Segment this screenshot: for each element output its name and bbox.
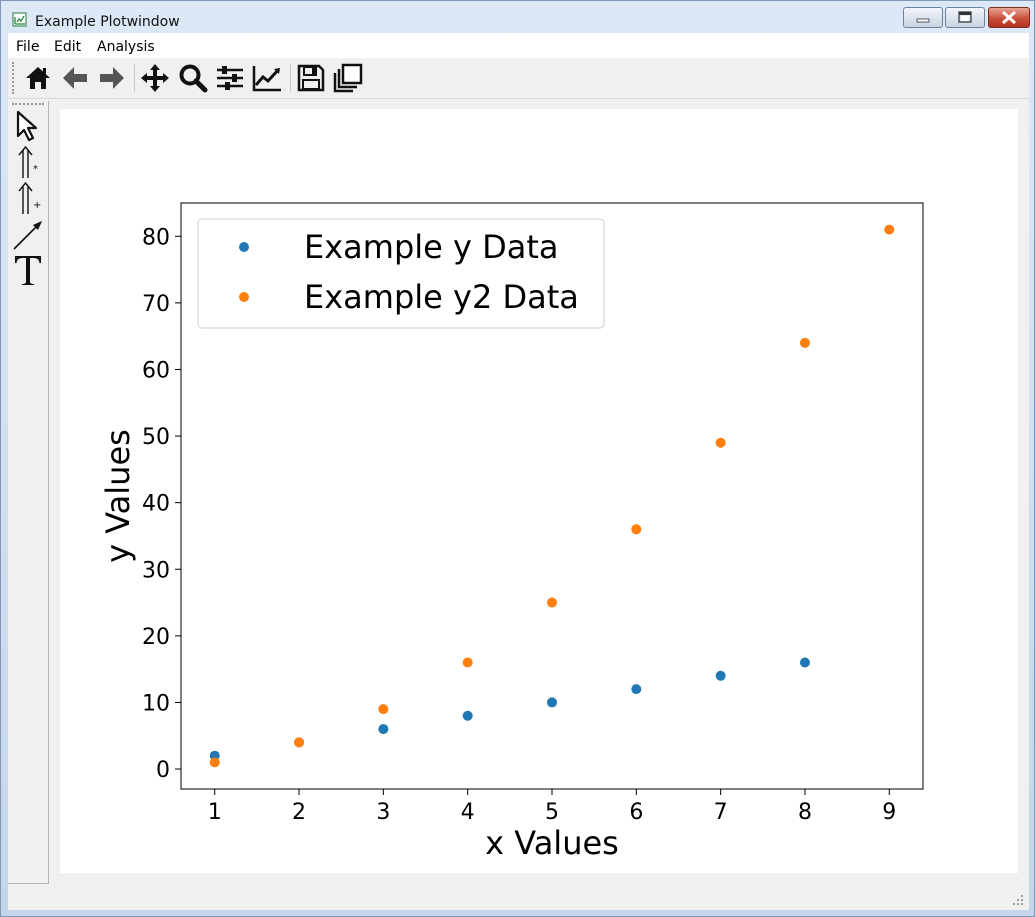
x-tick-label: 9 (882, 800, 896, 825)
title-bar[interactable]: Example Plotwindow (1, 1, 1034, 33)
y-tick-label: 60 (142, 358, 170, 383)
toolbar-grip[interactable] (12, 62, 17, 94)
data-point-series-2 (294, 737, 305, 748)
vertical-line-star-icon: * (18, 145, 38, 178)
y-tick-label: 70 (142, 292, 170, 317)
data-point-series-2 (209, 757, 220, 768)
home-button[interactable] (22, 62, 54, 94)
data-point-series-1 (799, 657, 810, 668)
plot-points (209, 224, 895, 768)
pan-button[interactable] (139, 62, 171, 94)
text-tool-button[interactable] (12, 253, 44, 287)
svg-text:*: * (33, 164, 38, 175)
forward-button[interactable] (96, 62, 128, 94)
configure-subplots-button[interactable] (214, 62, 246, 94)
x-tick-label: 4 (461, 800, 475, 825)
edit-axes-icon (252, 66, 281, 92)
data-point-series-1 (631, 684, 642, 695)
home-icon (26, 67, 50, 89)
legend-marker (239, 292, 249, 302)
legend-marker (239, 242, 249, 252)
client-area: File Edit Analysis (8, 33, 1029, 910)
legend-label: Example y2 Data (304, 278, 579, 316)
y-tick-label: 30 (142, 558, 170, 583)
save-icon (297, 64, 325, 92)
pan-icon (141, 64, 169, 92)
menu-bar: File Edit Analysis (8, 33, 1029, 58)
toolbar (8, 58, 1029, 99)
copy-icon (333, 63, 363, 93)
menu-file[interactable]: File (16, 39, 40, 55)
back-button[interactable] (59, 62, 91, 94)
data-point-series-2 (547, 597, 557, 608)
toolbar-separator (134, 64, 135, 92)
vertical-line-plus-icon: + (18, 181, 41, 214)
x-tick-label: 8 (798, 800, 812, 825)
back-icon (63, 67, 87, 89)
plot-canvas[interactable]: 1 2 3 4 5 6 7 8 9 0 10 20 30 40 50 60 70 80 x Values y V… (60, 109, 1018, 873)
data-point-series-2 (378, 704, 389, 715)
forward-icon (100, 67, 124, 89)
data-point-series-2 (715, 437, 726, 448)
select-pointer-button[interactable] (12, 109, 44, 143)
x-tick-label: 6 (629, 800, 643, 825)
vertical-line-star-button[interactable]: * (12, 145, 44, 179)
data-point-series-1 (547, 697, 557, 708)
data-point-series-1 (378, 724, 389, 735)
data-point-series-2 (462, 657, 473, 668)
y-tick-label: 40 (142, 492, 170, 517)
data-point-series-2 (799, 337, 810, 348)
sidebar-grip[interactable] (12, 103, 44, 107)
minimize-button[interactable] (903, 7, 943, 28)
zoom-button[interactable] (177, 62, 209, 94)
legend: Example y Data Example y2 Data (197, 218, 605, 329)
close-button[interactable] (988, 7, 1030, 28)
text-tool-icon (15, 256, 41, 285)
close-icon (1001, 10, 1017, 25)
minimize-icon (916, 18, 930, 23)
maximize-button[interactable] (945, 7, 985, 28)
legend-box (197, 218, 605, 329)
data-point-series-1 (715, 670, 726, 681)
vertical-line-plus-button[interactable]: + (12, 181, 44, 215)
edit-axes-button[interactable] (251, 62, 283, 94)
arrow-annotation-button[interactable] (12, 217, 44, 251)
x-tick-label: 1 (208, 800, 222, 825)
toolbar-separator (290, 64, 291, 92)
app-icon (12, 12, 27, 27)
resize-grip-icon[interactable] (1012, 894, 1024, 906)
y-tick-label: 0 (156, 758, 170, 783)
menu-edit[interactable]: Edit (54, 39, 82, 55)
y-tick-label: 80 (142, 225, 170, 250)
window-title: Example Plotwindow (35, 14, 180, 30)
svg-text:+: + (33, 200, 41, 211)
data-point-series-2 (884, 224, 895, 235)
arrow-annotation-icon (13, 221, 42, 250)
tool-sidebar: * + (8, 101, 49, 884)
x-tick-label: 5 (545, 800, 559, 825)
configure-subplots-icon (217, 66, 243, 90)
x-tick-label: 3 (376, 800, 390, 825)
y-tick-label: 20 (142, 625, 170, 650)
scatter-chart[interactable]: 1 2 3 4 5 6 7 8 9 0 10 20 30 40 50 60 70 80 x Values y V… (60, 109, 1018, 873)
copy-button[interactable] (332, 62, 364, 94)
x-tick-label: 2 (292, 800, 306, 825)
menu-analysis[interactable]: Analysis (97, 39, 155, 55)
y-tick-label: 50 (142, 425, 170, 450)
x-axis: 1 2 3 4 5 6 7 8 9 (208, 789, 896, 825)
x-tick-label: 7 (714, 800, 728, 825)
y-tick-label: 10 (142, 691, 170, 716)
zoom-icon (179, 64, 208, 93)
y-axis-label: y Values (99, 429, 137, 563)
y-axis: 0 10 20 30 40 50 60 70 80 (142, 225, 181, 783)
x-axis-label: x Values (485, 824, 619, 862)
maximize-icon (958, 11, 972, 23)
select-pointer-icon (16, 110, 38, 142)
data-point-series-1 (462, 710, 473, 721)
legend-label: Example y Data (304, 228, 559, 266)
data-point-series-2 (631, 524, 642, 535)
save-button[interactable] (295, 62, 327, 94)
